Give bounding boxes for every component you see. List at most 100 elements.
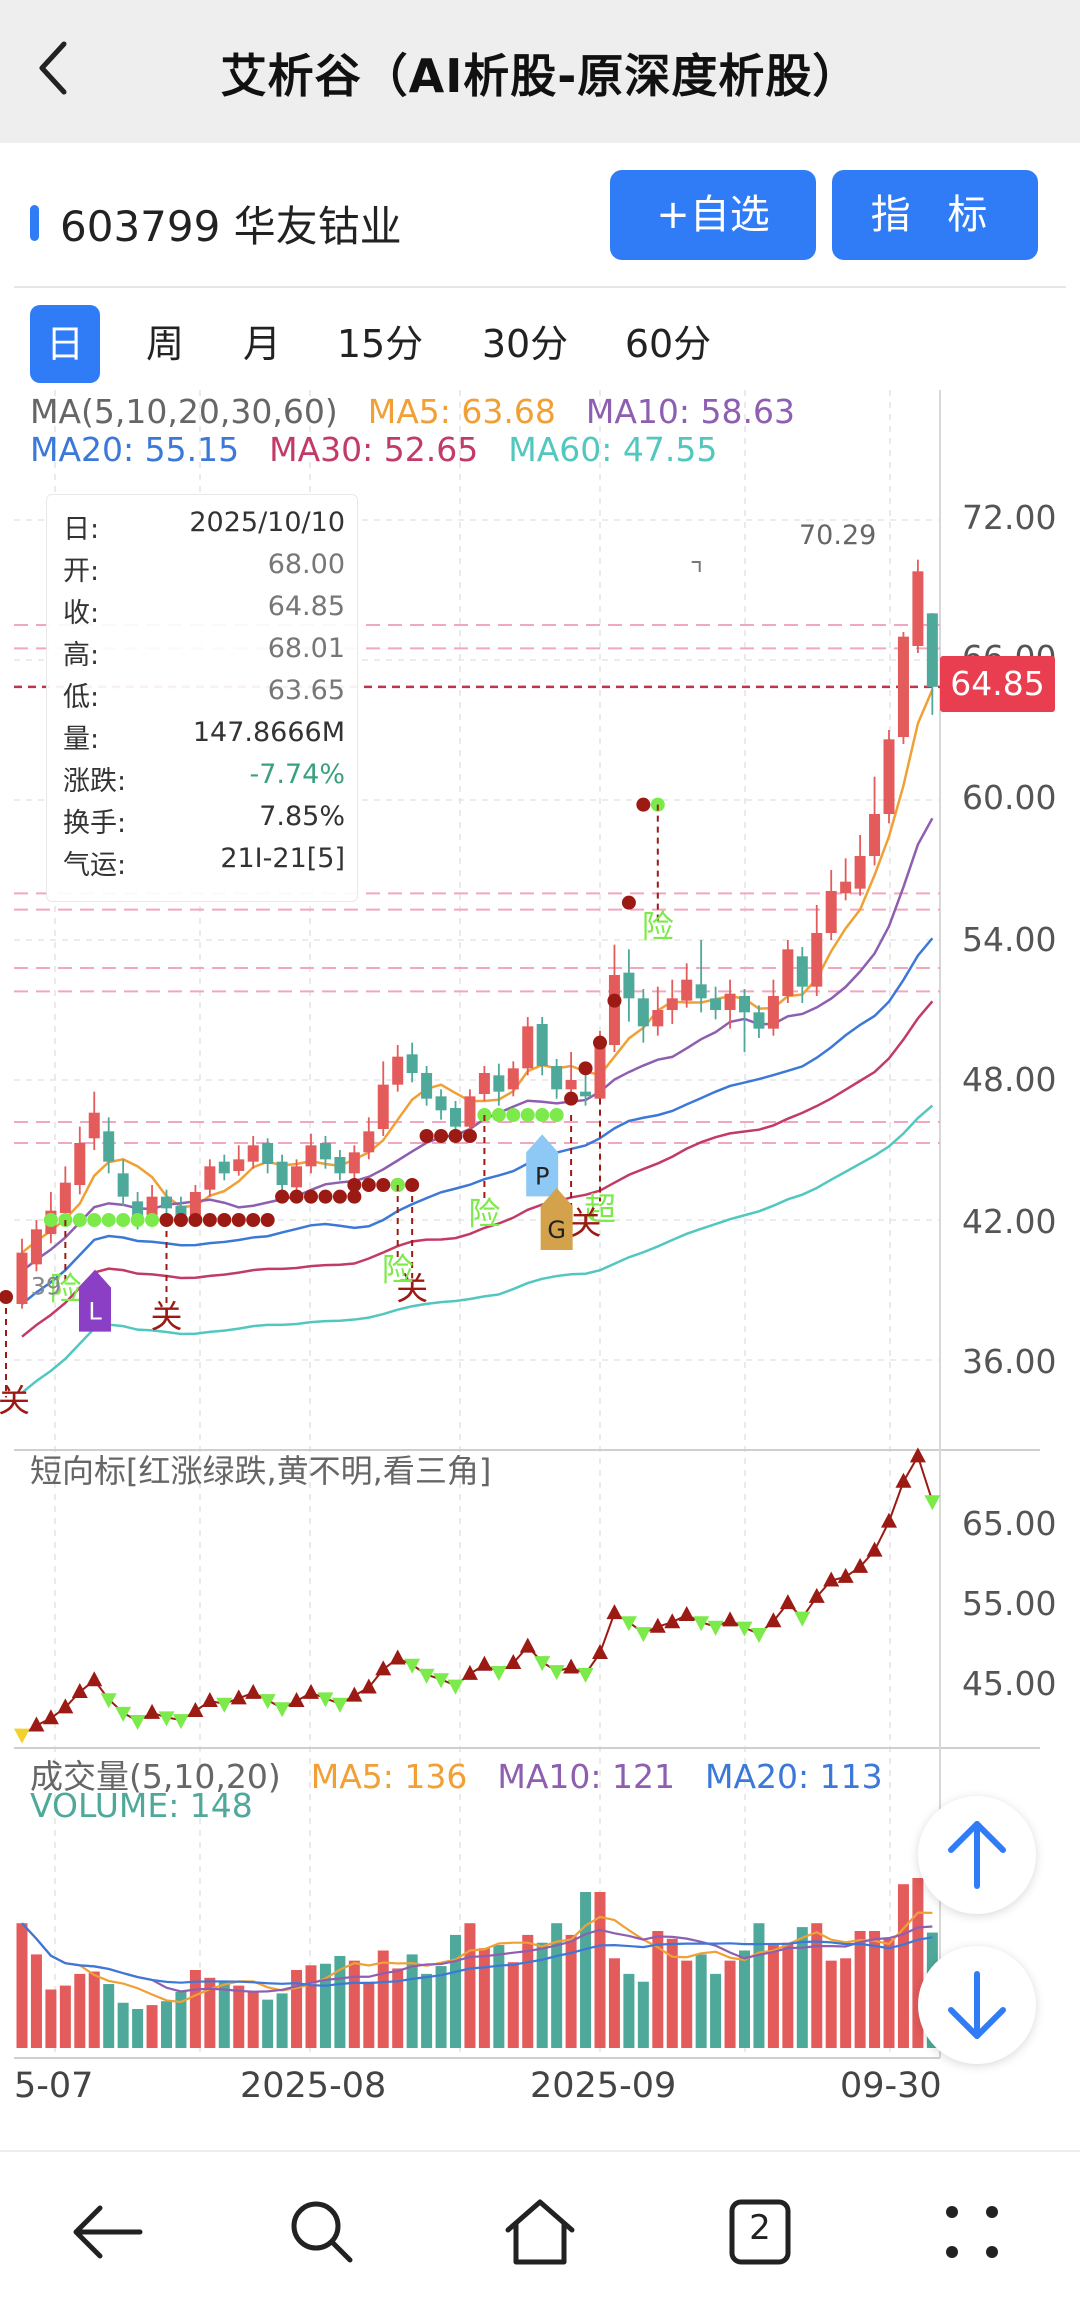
short-down-triangle — [216, 1697, 233, 1713]
volume-bar — [695, 1954, 707, 2048]
back-icon[interactable] — [68, 2192, 148, 2272]
back-arrow-icon[interactable] — [34, 38, 74, 98]
volume-bar — [637, 1981, 649, 2048]
candle-body — [536, 1024, 548, 1066]
red-signal-dot — [332, 1189, 347, 1204]
tab-day[interactable]: 日 — [30, 305, 100, 383]
tab-15min[interactable]: 15分 — [336, 322, 424, 366]
short-up-triangle — [71, 1682, 88, 1698]
search-icon[interactable] — [282, 2192, 362, 2272]
scroll-down-button[interactable] — [918, 1946, 1036, 2064]
red-signal-dot — [304, 1189, 318, 1204]
ma60-value: MA60: 47.55 — [508, 430, 718, 469]
red-signal-dot — [621, 895, 636, 910]
candle-body — [623, 972, 635, 999]
volume-bar — [88, 1971, 100, 2048]
ma-legend-title: MA(5,10,20,30,60) — [30, 392, 338, 431]
volume-bar — [16, 1923, 28, 2048]
title-bar: 艾析谷（AI析股-原深度析股） — [0, 0, 1080, 143]
info-value: 7.85% — [259, 801, 345, 832]
volume-bar — [233, 1985, 245, 2048]
tab-month[interactable]: 月 — [242, 322, 281, 366]
green-signal-dot — [549, 1108, 564, 1122]
guan-marker: 关 — [0, 1381, 30, 1419]
candle-body — [522, 1026, 534, 1069]
volume-bar — [161, 2001, 172, 2048]
candle-body — [435, 1096, 447, 1111]
volume-ma20-line — [21, 1922, 933, 1987]
volume-bar — [363, 1981, 375, 2048]
tab-week[interactable]: 周 — [145, 322, 184, 366]
short-down-triangle — [707, 1620, 724, 1636]
short-up-triangle — [505, 1653, 522, 1669]
volume-bar — [594, 1892, 606, 2048]
short-up-triangle — [42, 1709, 59, 1725]
short-up-triangle — [808, 1587, 825, 1603]
tab-30min[interactable]: 30分 — [481, 322, 569, 366]
info-value: 68.01 — [267, 633, 345, 664]
short-down-triangle — [693, 1616, 710, 1632]
red-signal-dot — [231, 1213, 246, 1227]
candle-body — [710, 998, 722, 1010]
green-signal-dot — [87, 1213, 102, 1227]
candle-body — [348, 1152, 360, 1174]
peak-price-label: 70.29 — [799, 520, 877, 551]
info-row-high: 高: 68.01 — [63, 633, 345, 675]
short-down-triangle — [548, 1665, 565, 1681]
candle-body — [637, 998, 649, 1027]
candle-body — [74, 1143, 86, 1185]
short-up-triangle — [346, 1686, 363, 1702]
red-signal-dot — [275, 1189, 290, 1204]
candle-body — [478, 1073, 490, 1094]
tabs-switcher-button[interactable]: 2 — [720, 2192, 800, 2272]
tab-60min[interactable]: 60分 — [624, 322, 712, 366]
red-signal-dot — [578, 1061, 593, 1076]
short-up-triangle — [765, 1612, 782, 1628]
candle-body — [464, 1096, 476, 1127]
candle-body — [811, 933, 823, 987]
xian-marker: 险 — [382, 1251, 414, 1289]
price-axis-label: 36.00 — [962, 1342, 1057, 1381]
short-down-triangle — [736, 1621, 753, 1637]
indicator-button[interactable]: 指 标 — [832, 170, 1038, 260]
info-row-low: 低: 63.65 — [63, 675, 345, 717]
ma5-value: MA5: 63.68 — [367, 392, 556, 431]
volume-bar — [59, 1985, 71, 2048]
info-key: 高: — [63, 640, 100, 671]
short-down-triangle — [172, 1714, 189, 1730]
price-axis-label: 42.00 — [962, 1202, 1057, 1241]
short-up-triangle — [230, 1689, 247, 1705]
info-value: 63.65 — [267, 675, 345, 706]
red-signal-dot — [217, 1213, 232, 1227]
green-signal-dot — [650, 797, 665, 812]
candle-body — [305, 1145, 317, 1167]
candle-body — [869, 814, 881, 856]
candle-body — [233, 1159, 245, 1171]
ma60-line — [21, 1104, 934, 1394]
more-icon[interactable] — [932, 2192, 1012, 2272]
home-icon[interactable] — [500, 2192, 580, 2272]
info-key: 换手: — [63, 808, 127, 839]
candle-body — [580, 1091, 592, 1097]
stock-marker-bar — [30, 205, 39, 241]
red-signal-dot — [448, 1129, 463, 1143]
short-down-triangle — [433, 1673, 450, 1689]
ma20-line — [21, 937, 934, 1305]
scroll-up-button[interactable] — [918, 1796, 1036, 1914]
red-signal-dot — [347, 1189, 362, 1204]
red-signal-dot — [202, 1213, 217, 1227]
G-signal-badge-letter: G — [547, 1216, 566, 1244]
ma30-value: MA30: 52.65 — [269, 430, 479, 469]
short-up-triangle — [245, 1683, 262, 1699]
add-watchlist-button[interactable]: +自选 — [610, 170, 816, 260]
short-down-triangle — [259, 1694, 276, 1710]
P-signal-badge: P — [526, 1134, 559, 1197]
x-axis-label: 2025-08 — [240, 2066, 387, 2106]
info-row-change: 涨跌: -7.74% — [63, 759, 345, 801]
short-down-triangle — [635, 1627, 652, 1643]
ma-legend-row-2: MA20: 55.15 MA30: 52.65 MA60: 47.55 — [30, 430, 747, 469]
stock-name: 603799 华友钴业 — [60, 202, 402, 251]
candle-body — [825, 891, 837, 933]
volume-bar — [551, 1923, 563, 2048]
